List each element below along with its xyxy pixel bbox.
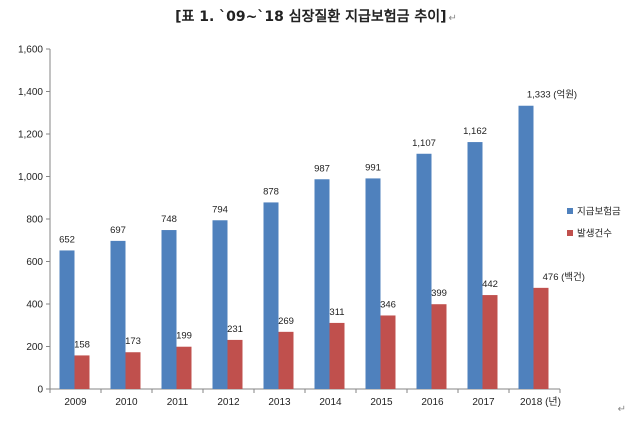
data-label: 311	[329, 307, 344, 318]
data-label: 1,333 (억원)	[527, 89, 577, 101]
y-tick-label: 1,000	[18, 172, 43, 183]
bar-payout	[161, 230, 177, 389]
legend-label: 발생건수	[577, 229, 612, 240]
data-label: 158	[74, 339, 90, 350]
y-tick-label: 1,600	[18, 45, 43, 56]
bar-payout	[314, 179, 330, 389]
bar-cases	[380, 315, 396, 389]
bar-payout	[263, 202, 279, 389]
bar-cases	[431, 304, 447, 389]
data-label: 697	[110, 225, 126, 236]
legend-label: 지급보험금	[577, 207, 621, 218]
data-label: 1,107	[412, 138, 436, 149]
data-label: 987	[314, 163, 330, 174]
data-label: 476 (백건)	[543, 272, 585, 283]
bar-cases	[329, 322, 345, 389]
bar-cases	[482, 295, 498, 389]
data-label: 991	[365, 162, 381, 173]
x-tick-label: 2009	[64, 397, 87, 408]
x-tick-label: 2013	[268, 397, 291, 408]
bar-payout	[110, 240, 126, 389]
data-label: 794	[212, 204, 228, 215]
x-tick-label: 2011	[167, 397, 189, 408]
bar-cases	[176, 346, 192, 389]
bar-payout	[467, 142, 483, 389]
y-tick-label: 0	[37, 385, 43, 396]
legend-swatch	[567, 208, 573, 214]
x-tick-label: 2017	[472, 397, 495, 408]
bar-cases	[227, 339, 243, 389]
bar-cases	[125, 352, 141, 389]
return-mark-icon: ↵	[448, 13, 457, 24]
data-label: 652	[59, 234, 75, 245]
bar-payout	[416, 153, 432, 389]
data-label: 346	[380, 299, 396, 310]
x-tick-label: 2018 (년)	[520, 396, 561, 408]
data-label: 878	[263, 186, 279, 197]
bar-payout	[365, 178, 381, 389]
bar-payout	[518, 105, 534, 390]
data-label: 269	[278, 316, 294, 327]
data-label: 442	[482, 279, 498, 290]
x-tick-label: 2010	[115, 397, 138, 408]
chart-title: [표 1. `09~`18 심장질환 지급보험금 추이] ↵	[0, 6, 632, 26]
x-tick-label: 2012	[217, 397, 240, 408]
bar-payout	[212, 220, 228, 389]
x-tick-label: 2016	[421, 397, 444, 408]
y-tick-label: 600	[26, 257, 43, 268]
data-label: 199	[176, 331, 192, 342]
bar-cases	[533, 287, 549, 389]
bar-cases	[74, 355, 90, 389]
bar-payout	[59, 250, 75, 389]
x-tick-label: 2015	[370, 397, 393, 408]
bar-cases	[278, 331, 294, 389]
y-tick-label: 400	[26, 300, 43, 311]
y-tick-label: 1,200	[18, 130, 43, 141]
y-tick-label: 1,400	[18, 87, 43, 98]
data-label: 173	[125, 336, 141, 347]
data-label: 231	[227, 324, 243, 335]
corner-return-mark-icon: ↵	[617, 404, 626, 415]
y-tick-label: 200	[26, 342, 43, 353]
legend-swatch	[567, 230, 573, 236]
chart-title-text: [표 1. `09~`18 심장질환 지급보험금 추이]	[175, 9, 447, 25]
x-tick-label: 2014	[319, 397, 342, 408]
data-label: 748	[161, 214, 177, 225]
y-tick-label: 800	[26, 215, 43, 226]
data-label: 1,162	[463, 126, 487, 137]
data-label: 399	[431, 288, 447, 299]
